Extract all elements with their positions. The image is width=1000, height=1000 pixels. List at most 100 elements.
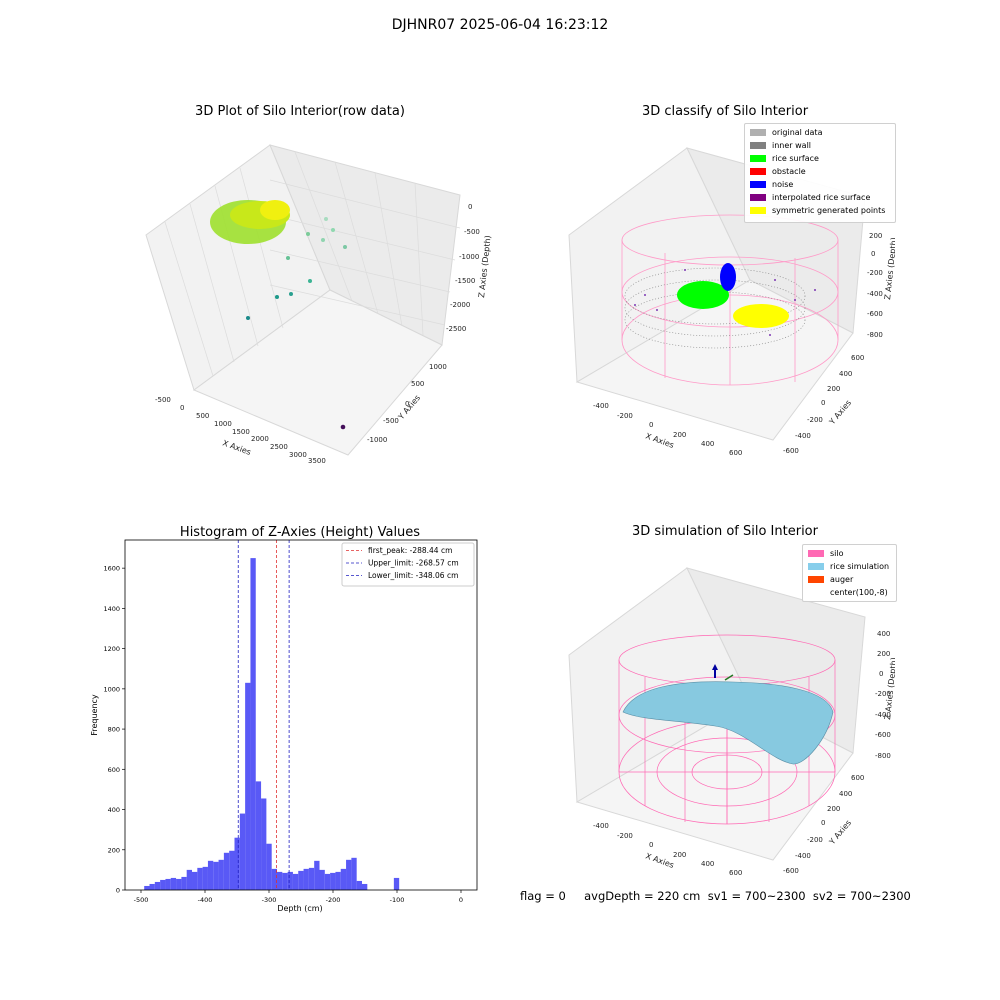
simulation-x-label: X Axies [644, 851, 675, 870]
svg-text:400: 400 [701, 440, 714, 448]
svg-text:400: 400 [839, 790, 852, 798]
x-tick-label: -100 [390, 896, 405, 904]
simulation-y-label: Y Axies [827, 818, 853, 847]
raw-y-label: Y Axies [396, 393, 422, 422]
y-tick-label: 1600 [103, 565, 120, 573]
svg-text:-400: -400 [875, 711, 891, 719]
simulation-legend-label: rice simulation [830, 562, 890, 571]
histogram-legend-label: Lower_limit: -348.06 cm [368, 571, 458, 580]
svg-text:600: 600 [851, 774, 864, 782]
histogram-bar [144, 885, 150, 890]
classify-x-ticks: -400 -200 0 200 400 600 [593, 402, 742, 457]
svg-text:-200: -200 [867, 269, 883, 277]
histogram-bar [308, 867, 315, 890]
classify-legend-item: obstacle [745, 165, 895, 178]
svg-text:400: 400 [701, 860, 714, 868]
svg-text:-600: -600 [783, 867, 799, 875]
histogram-bar [271, 868, 277, 890]
classify-z-ticks: 200 0 -200 -400 -600 -800 [867, 232, 883, 339]
simulation-panel-title: 3D simulation of Silo Interior [632, 524, 818, 539]
raw-x-label: X Axies [221, 438, 252, 457]
histogram-bar [192, 871, 198, 890]
histogram-bar [245, 682, 251, 890]
classified-points [634, 263, 816, 336]
classify-legend-item: rice surface [745, 152, 895, 165]
svg-text:-200: -200 [617, 412, 633, 420]
svg-text:-200: -200 [807, 836, 823, 844]
svg-text:-600: -600 [783, 447, 799, 455]
histogram-bar [356, 880, 362, 890]
status-footer: flag = 0 avgDepth = 220 cm sv1 = 700~230… [520, 889, 911, 903]
svg-text:3000: 3000 [289, 451, 307, 459]
svg-text:0: 0 [871, 250, 875, 258]
histogram-y-ticks: 0 200 400 600 800 1000 1200 1400 1600 [103, 565, 125, 895]
histogram-legend-label: Upper_limit: -268.57 cm [368, 559, 459, 568]
classify-legend-item: original data [745, 126, 895, 139]
simulation-legend-swatch [808, 576, 824, 583]
classify-legend: original data inner wall rice surface obsta… [744, 123, 896, 223]
histogram-bar [346, 859, 352, 890]
classify-legend-item: inner wall [745, 139, 895, 152]
classify-legend-label: inner wall [772, 141, 812, 150]
histogram-bar [197, 867, 203, 890]
y-tick-label: 400 [108, 806, 120, 814]
histogram-bar [181, 876, 187, 890]
x-tick-label: -500 [134, 896, 149, 904]
classify-legend-swatch [750, 207, 766, 214]
raw-y-ticks: -1000 -500 0 500 1000 [367, 363, 447, 444]
classify-legend-label: original data [772, 128, 823, 137]
histogram-bar [335, 871, 341, 890]
histogram-bar [202, 866, 208, 890]
histogram-bar [340, 868, 347, 890]
histogram-bar [218, 859, 224, 890]
histogram-bar [213, 861, 219, 890]
histogram-bar [149, 883, 155, 890]
simulation-legend-item: center(100,-8) [803, 586, 896, 599]
svg-text:-800: -800 [875, 752, 891, 760]
histogram-y-label: Frequency [90, 694, 99, 736]
raw-panel-title: 3D Plot of Silo Interior(row data) [195, 104, 405, 119]
raw-grid [164, 151, 461, 377]
classify-z-label: Z Axies (Depth) [883, 237, 895, 300]
histogram-bar [351, 857, 357, 890]
simulation-legend-swatch [808, 550, 824, 557]
svg-text:0: 0 [649, 841, 653, 849]
svg-text:1500: 1500 [232, 428, 250, 436]
svg-text:1000: 1000 [429, 363, 447, 371]
svg-text:0: 0 [821, 819, 825, 827]
simulation-legend-swatch [808, 563, 824, 570]
raw-point-cloud [210, 200, 347, 430]
svg-text:-1000: -1000 [367, 436, 387, 444]
svg-text:0: 0 [821, 399, 825, 407]
histogram-bar [186, 869, 193, 890]
svg-text:-1500: -1500 [455, 277, 475, 285]
histogram-bar [287, 871, 293, 890]
histogram-bar [170, 877, 177, 890]
simulation-z-label: Z Axies (Depth) [883, 657, 895, 720]
svg-text:200: 200 [673, 851, 686, 859]
svg-text:-400: -400 [795, 432, 811, 440]
histogram-bar [250, 558, 256, 890]
svg-text:600: 600 [729, 449, 742, 457]
svg-text:500: 500 [196, 412, 209, 420]
rice-simulation-surface [622, 681, 834, 765]
classify-legend-swatch [750, 142, 766, 149]
y-tick-label: 1000 [103, 685, 120, 693]
simulation-legend-label: auger [830, 575, 854, 584]
svg-text:-400: -400 [593, 822, 609, 830]
raw-z-label: Z Axies (Depth) [477, 235, 493, 298]
classify-legend-label: interpolated rice surface [772, 193, 871, 202]
y-tick-label: 1200 [103, 645, 120, 653]
svg-text:-600: -600 [875, 731, 891, 739]
histogram-chart: Histogram of Z-Axies (Height) Values -50… [90, 525, 478, 913]
svg-text:400: 400 [877, 630, 890, 638]
histogram-bar [165, 878, 171, 890]
histogram-bar [303, 868, 309, 890]
histogram-bar [266, 843, 272, 890]
histogram-bar [319, 869, 325, 890]
classify-legend-swatch [750, 181, 766, 188]
auger-marker [712, 664, 734, 681]
classify-legend-item: noise [745, 178, 895, 191]
